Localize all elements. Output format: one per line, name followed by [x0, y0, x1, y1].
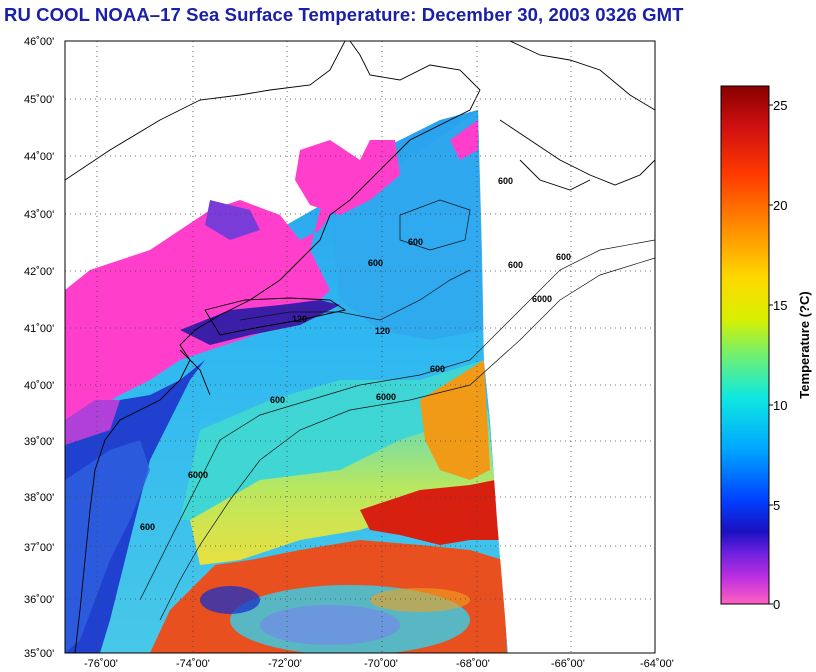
lon-label: -74˚00'	[176, 658, 210, 670]
cold-ring	[200, 586, 260, 614]
warm-ring	[370, 588, 470, 612]
eddy-core	[260, 605, 400, 645]
nova-scotia-inner	[519, 159, 591, 191]
land-mask-maine	[450, 120, 478, 160]
lat-label: 39˚00'	[24, 436, 54, 448]
lat-label: 46˚00'	[24, 36, 54, 48]
isobath-labels: 600 600 600 600 600 600 6000 6000 600 60…	[140, 176, 571, 532]
lat-label: 43˚00'	[24, 209, 54, 221]
lat-label: 36˚00'	[24, 594, 54, 606]
no-data-region	[478, 41, 655, 653]
isobath-label: 600	[140, 522, 155, 532]
isobath-label: 600	[508, 260, 523, 270]
long-island	[204, 297, 347, 336]
isobath-label: 6000	[532, 294, 552, 304]
lon-label: -72˚00'	[268, 658, 302, 670]
lat-label: 37˚00'	[24, 542, 54, 554]
isobath-label: 600	[498, 176, 513, 186]
isobath-120	[239, 269, 471, 321]
lat-label: 38˚00'	[24, 492, 54, 504]
lat-label: 35˚00'	[24, 648, 54, 660]
isobath-label: 120	[292, 314, 307, 324]
lat-label: 42˚00'	[24, 266, 54, 278]
isobath-label: 600	[408, 237, 423, 247]
long-island-sound	[180, 300, 340, 345]
lat-label: 40˚00'	[24, 380, 54, 392]
isobath-label: 600	[556, 252, 571, 262]
isobath-label: 600	[430, 364, 445, 374]
lat-label: 44˚00'	[24, 151, 54, 163]
warm-eddy-orange	[420, 360, 490, 480]
graticule	[65, 41, 655, 653]
colorbar	[720, 85, 770, 605]
cloud-patch-1	[205, 200, 260, 240]
isobath-label: 600	[270, 395, 285, 405]
lon-label: -70˚00'	[364, 658, 398, 670]
lon-label: -68˚00'	[456, 658, 490, 670]
nova-scotia-coast	[499, 119, 655, 186]
colorbar-title: Temperature (?C)	[797, 291, 812, 398]
colorbar-tick-label: 15	[773, 298, 787, 313]
gulf-stream	[360, 480, 500, 545]
us-canada-border	[65, 41, 346, 181]
transition-water	[190, 410, 494, 565]
colorbar-tick-label: 0	[773, 597, 780, 612]
lat-label: 45˚00'	[24, 94, 54, 106]
colorbar-ticks: 0 5 10 15 20 25	[769, 98, 787, 612]
colorbar-tick-label: 20	[773, 198, 787, 213]
land-mask-north	[295, 140, 400, 215]
isobath-label: 6000	[376, 392, 396, 402]
colorbar-tick-label: 25	[773, 98, 787, 113]
land-mask	[65, 180, 360, 420]
lon-label: -76˚00'	[84, 658, 118, 670]
isobath-label: 120	[375, 326, 390, 336]
sst-imagery	[65, 41, 655, 653]
colorbar-tick-label: 5	[773, 498, 780, 513]
shelf-water	[65, 440, 150, 653]
coastlines	[65, 41, 655, 653]
isobath-label: 6000	[188, 470, 208, 480]
lon-label: -66˚00'	[551, 658, 585, 670]
gulf-of-maine-water	[330, 110, 484, 340]
colorbar-tick-label: 10	[773, 398, 787, 413]
latitude-labels: 46˚00' 45˚00' 44˚00' 43˚00' 42˚00' 41˚00…	[24, 36, 54, 660]
isobath-label: 600	[368, 258, 383, 268]
isobath-6000	[159, 257, 655, 621]
map-title: RU COOL NOAA–17 Sea Surface Temperature:…	[4, 4, 684, 25]
lat-label: 41˚00'	[24, 323, 54, 335]
longitude-labels: -76˚00' -74˚00' -72˚00' -70˚00' -68˚00' …	[84, 658, 674, 670]
lon-label: -64˚00'	[640, 658, 674, 670]
east-coast	[74, 41, 481, 653]
nova-scotia-coast-north	[509, 41, 655, 111]
cloud-patch-2	[65, 400, 120, 445]
new-jersey-coast	[179, 349, 211, 396]
isobath-gulf	[399, 199, 471, 251]
